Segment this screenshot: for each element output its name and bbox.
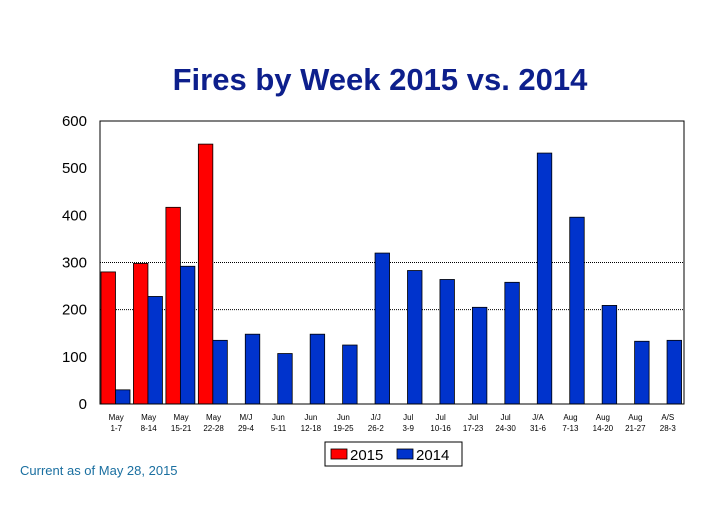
bar-2014: [244, 333, 261, 405]
bar-2014: [504, 281, 520, 405]
bars: [100, 143, 682, 405]
gridlines: [100, 262, 684, 311]
x-tick-label: Aug 14-20: [593, 413, 614, 433]
footnote: Current as of May 28, 2015: [20, 463, 178, 478]
bar-2014: [374, 252, 390, 405]
x-tick-label: J/J 26-2: [368, 413, 385, 433]
bar-2014: [115, 389, 131, 405]
bar-2014: [147, 296, 163, 405]
legend-swatch-2014: [396, 448, 414, 460]
bar-2014: [179, 265, 196, 405]
y-tick-label: 0: [79, 396, 87, 413]
x-tick-label: Jul 17-23: [463, 413, 484, 433]
x-tick-label: Aug 7-13: [562, 413, 579, 433]
y-tick-label: 200: [62, 302, 87, 319]
x-tick-label: Jul 24-30: [495, 413, 516, 433]
bar-2014: [601, 305, 618, 405]
legend-box: [324, 441, 463, 467]
x-tick-label: M/J 29-4: [238, 413, 255, 433]
bar-2014: [309, 333, 326, 405]
bar-2014: [407, 270, 423, 405]
x-tick-label: Jun 5-11: [271, 413, 287, 433]
y-tick-label: 300: [62, 255, 87, 272]
x-tick-label: Jul 10-16: [430, 413, 451, 433]
plot-area-frame: [99, 120, 685, 405]
x-tick-label: A/S 28-3: [660, 413, 677, 433]
chart-title: Fires by Week 2015 vs. 2014: [172, 62, 588, 97]
bar-2015: [165, 206, 181, 405]
bar-2014: [439, 279, 455, 405]
x-tick-label: Jul 3-9: [402, 413, 414, 433]
y-tick-label: 600: [62, 113, 87, 130]
bar-2014: [342, 344, 358, 405]
legend-label-2015: 2015: [350, 447, 383, 464]
bar-2014: [666, 339, 682, 405]
x-tick-label: Aug 21-27: [625, 413, 646, 433]
x-tick-label: Jun 19-25: [333, 413, 354, 433]
bar-2014: [536, 152, 553, 405]
y-tick-label: 100: [62, 349, 87, 366]
bar-2014: [569, 216, 585, 405]
bar-2014: [471, 306, 488, 405]
x-tick-label: May 8-14: [141, 413, 158, 433]
bar-2014: [212, 339, 228, 405]
x-tick-label: May 15-21: [171, 413, 192, 433]
y-axis-ticks: 0 100 200 300 400 500 600: [62, 113, 87, 413]
bar-2015: [197, 143, 214, 405]
y-tick-label: 400: [62, 207, 87, 224]
bar-2014: [277, 353, 293, 405]
x-tick-label: Jun 12-18: [301, 413, 322, 433]
x-tick-label: May 22-28: [203, 413, 224, 433]
legend-label-2014: 2014: [416, 447, 449, 464]
bar-2014: [634, 340, 650, 405]
x-axis-ticks: May 1-7 May 8-14 May 15-21 May 22-28 M/J 29-4 Jun 5…: [109, 413, 677, 433]
y-tick-label: 500: [62, 160, 87, 177]
x-tick-label: May 1-7: [109, 413, 124, 433]
legend-swatch-2015: [330, 448, 348, 460]
x-tick-label: J/A 31-6: [530, 413, 547, 433]
legend: 2015 2014: [324, 441, 463, 467]
bar-2015: [133, 263, 149, 405]
bar-2015: [100, 271, 116, 405]
